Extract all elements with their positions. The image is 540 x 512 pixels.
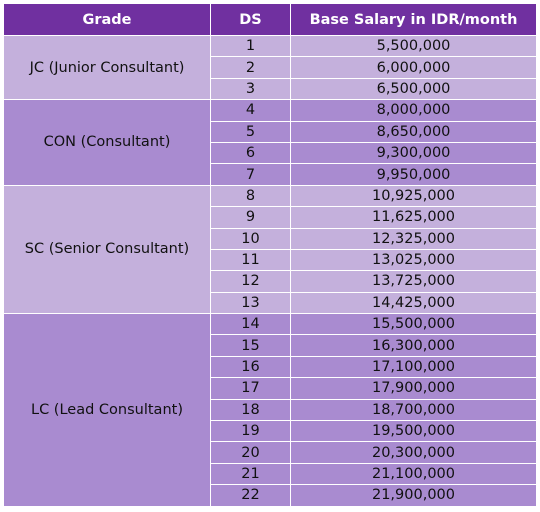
ds-cell: 11 — [210, 248, 291, 272]
table-row: 18 18,700,000 — [4, 398, 537, 422]
table-row: 20 20,300,000 — [4, 441, 537, 464]
salary-cell: 6,000,000 — [290, 56, 537, 79]
header-ds: DS — [210, 3, 291, 36]
ds-cell: 15 — [210, 334, 291, 357]
ds-cell: 22 — [210, 484, 291, 507]
table-row: 9 11,625,000 — [4, 206, 537, 229]
table-row: 21 21,100,000 — [4, 462, 537, 486]
ds-cell: 17 — [210, 377, 291, 400]
ds-cell: 8 — [210, 184, 291, 208]
salary-cell: 14,425,000 — [290, 291, 537, 315]
table-row: 7 9,950,000 — [4, 163, 537, 186]
table-row: 6 9,300,000 — [4, 141, 537, 165]
ds-cell: 16 — [210, 355, 291, 379]
salary-cell: 16,300,000 — [290, 334, 537, 357]
table-row: LC (Lead Consultant) 14 15,500,000 — [3, 313, 537, 507]
salary-cell: 13,725,000 — [290, 270, 537, 293]
ds-cell: 3 — [210, 77, 291, 101]
header-grade: Grade — [3, 3, 211, 36]
table-row: 19 19,500,000 — [4, 420, 537, 443]
salary-cell: 8,000,000 — [290, 99, 537, 122]
ds-cell: 4 — [210, 99, 291, 122]
grade-cell: SC (Senior Consultant) — [3, 184, 211, 315]
header-row: Grade DS Base Salary in IDR/month — [3, 3, 537, 36]
ds-cell: 6 — [210, 141, 291, 165]
salary-cell: 5,500,000 — [290, 34, 537, 58]
table-body: JC (Junior Consultant) 1 5,500,000 2 6,000,0… — [3, 34, 537, 507]
salary-cell: 21,900,000 — [290, 484, 537, 507]
ds-cell: 19 — [210, 420, 291, 443]
ds-cell: 13 — [210, 291, 291, 315]
salary-cell: 9,300,000 — [290, 141, 537, 165]
table-row: 2 6,000,000 — [4, 56, 537, 79]
salary-cell: 12,325,000 — [290, 227, 537, 250]
salary-table: Grade DS Base Salary in IDR/month JC (Ju… — [3, 3, 537, 507]
salary-cell: 11,625,000 — [290, 206, 537, 229]
salary-cell: 21,100,000 — [290, 462, 537, 486]
table-row: 12 13,725,000 — [4, 270, 537, 293]
table-row: JC (Junior Consultant) 1 5,500,000 — [3, 34, 537, 101]
salary-cell: 6,500,000 — [290, 77, 537, 101]
ds-cell: 21 — [210, 462, 291, 486]
salary-cell: 17,900,000 — [290, 377, 537, 400]
header-base-salary: Base Salary in IDR/month — [290, 3, 537, 36]
grade-cell: CON (Consultant) — [3, 99, 211, 186]
salary-cell: 10,925,000 — [290, 184, 537, 208]
ds-cell: 20 — [210, 441, 291, 464]
ds-cell: 14 — [210, 313, 291, 336]
salary-cell: 18,700,000 — [290, 398, 537, 422]
table-row: 11 13,025,000 — [4, 248, 537, 272]
ds-cell: 9 — [210, 206, 291, 229]
table-row: 15 16,300,000 — [4, 334, 537, 357]
ds-cell: 5 — [210, 120, 291, 143]
grade-cell: LC (Lead Consultant) — [3, 313, 211, 507]
ds-cell: 7 — [210, 163, 291, 186]
ds-cell: 1 — [210, 34, 291, 58]
salary-cell: 9,950,000 — [290, 163, 537, 186]
salary-cell: 19,500,000 — [290, 420, 537, 443]
table-row: 16 17,100,000 — [4, 355, 537, 379]
grade-cell: JC (Junior Consultant) — [3, 34, 211, 101]
table-row: 13 14,425,000 — [4, 291, 537, 315]
table-row: SC (Senior Consultant) 8 10,925,000 — [3, 184, 537, 315]
salary-cell: 8,650,000 — [290, 120, 537, 143]
salary-cell: 20,300,000 — [290, 441, 537, 464]
salary-cell: 17,100,000 — [290, 355, 537, 379]
ds-cell: 2 — [210, 56, 291, 79]
ds-cell: 18 — [210, 398, 291, 422]
ds-cell: 10 — [210, 227, 291, 250]
table-row: 22 21,900,000 — [4, 484, 537, 507]
salary-cell: 15,500,000 — [290, 313, 537, 336]
table-row: CON (Consultant) 4 8,000,000 — [3, 99, 537, 186]
salary-cell: 13,025,000 — [290, 248, 537, 272]
ds-cell: 12 — [210, 270, 291, 293]
table-row: 17 17,900,000 — [4, 377, 537, 400]
